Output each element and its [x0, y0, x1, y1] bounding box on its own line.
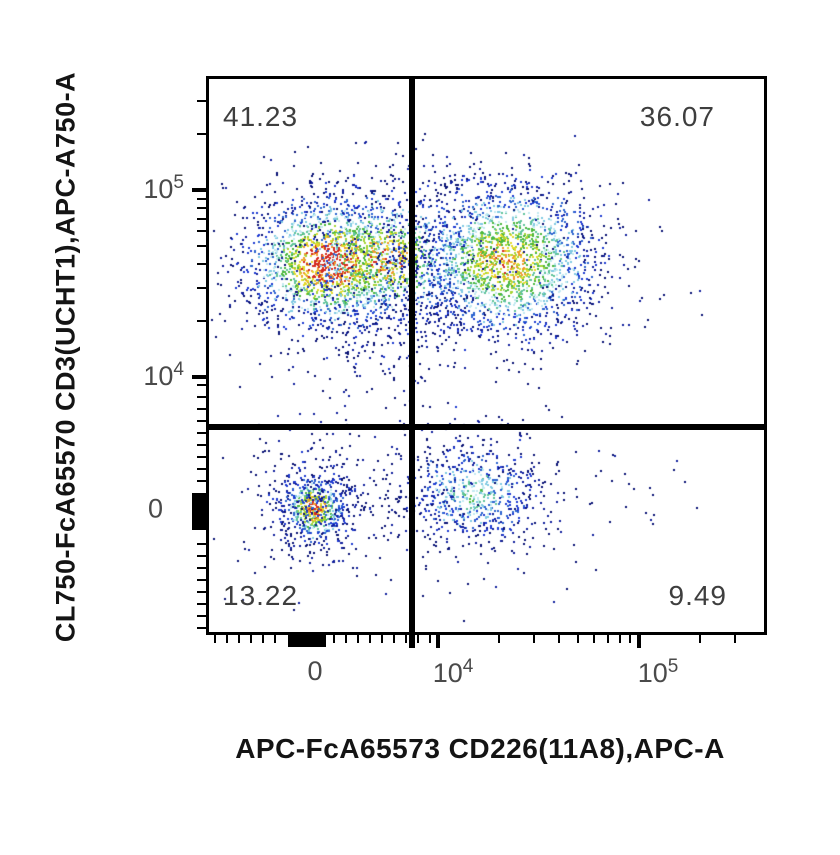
x-minor-tick [558, 635, 560, 643]
x-minor-tick [238, 635, 240, 643]
x-minor-tick [417, 635, 419, 643]
y-minor-tick [197, 408, 206, 410]
x-tick-1e4-exponent: 4 [462, 656, 474, 677]
y-tick-label-1e5: 105 [143, 172, 184, 205]
y-minor-tick [197, 444, 206, 446]
y-minor-tick [197, 480, 206, 482]
y-minor-tick [197, 320, 206, 322]
y-minor-tick [197, 133, 206, 135]
y-minor-tick [197, 396, 206, 398]
y-minor-tick [197, 591, 206, 593]
y-major-tick [192, 188, 206, 192]
y-tick-1e5-base: 10 [143, 174, 174, 205]
x-tick-label-zero: 0 [307, 656, 323, 686]
y-tick-label-zero: 0 [147, 493, 163, 524]
x-major-tick [436, 635, 440, 648]
y-minor-tick [197, 543, 206, 545]
quadrant-percentage-lower-left: 13.22 [223, 580, 299, 611]
x-minor-tick [593, 635, 595, 643]
y-minor-tick [197, 198, 206, 200]
quadrant-percentage-upper-right: 36.07 [639, 101, 715, 132]
x-minor-tick [619, 635, 621, 643]
x-minor-tick [429, 635, 431, 643]
y-minor-tick [197, 567, 206, 569]
x-minor-tick [250, 635, 252, 643]
y-minor-tick [197, 615, 206, 617]
plot-area: 41.23 36.07 13.22 9.49 [206, 76, 767, 635]
x-tick-1e5-base: 10 [637, 658, 668, 688]
y-axis-title: CL750-FcA65570 CD3(UCHT1),APC-A750-A [50, 71, 81, 643]
x-minor-tick [214, 635, 216, 643]
y-minor-tick [197, 218, 206, 220]
x-gate-tick [409, 635, 415, 648]
quadrant-gate-horizontal-line[interactable] [209, 424, 764, 430]
x-minor-tick [333, 635, 335, 643]
x-major-tick [637, 635, 641, 648]
y-zero-tick-block [192, 493, 206, 530]
quadrant-percentage-lower-right: 9.49 [668, 580, 727, 611]
x-minor-tick [607, 635, 609, 643]
y-minor-tick [197, 579, 206, 581]
x-minor-tick [734, 635, 736, 643]
quadrant-percentage-upper-left: 41.23 [223, 101, 299, 132]
x-minor-tick [262, 635, 264, 643]
x-zero-tick-block [288, 635, 326, 647]
y-tick-1e5-exponent: 5 [173, 172, 184, 194]
x-minor-tick [577, 635, 579, 643]
x-tick-label-1e5: 105 [638, 656, 679, 689]
y-major-tick [192, 375, 206, 379]
scatter-points-canvas [209, 79, 764, 632]
x-minor-tick [345, 635, 347, 643]
y-minor-tick [197, 627, 206, 629]
x-minor-tick [699, 635, 701, 643]
y-tick-1e4-base: 10 [143, 361, 174, 392]
x-tick-1e5-exponent: 5 [667, 656, 679, 677]
y-tick-label-1e4: 104 [143, 359, 184, 392]
y-minor-tick [197, 100, 206, 102]
y-tick-1e4-exponent: 4 [173, 359, 184, 381]
x-minor-tick [274, 635, 276, 643]
x-minor-tick [498, 635, 500, 643]
x-minor-tick [629, 635, 631, 643]
x-minor-tick [405, 635, 407, 643]
x-tick-1e4-base: 10 [432, 658, 463, 688]
quadrant-gate-vertical-line[interactable] [409, 79, 415, 632]
y-minor-tick [197, 456, 206, 458]
y-minor-tick [197, 603, 206, 605]
y-minor-tick [197, 432, 206, 434]
x-minor-tick [226, 635, 228, 643]
y-minor-tick [197, 230, 206, 232]
x-minor-tick [393, 635, 395, 643]
y-minor-tick [197, 468, 206, 470]
x-minor-tick [357, 635, 359, 643]
x-minor-tick [381, 635, 383, 643]
x-axis-title: APC-FcA65573 CD226(11A8),APC-A [235, 733, 725, 764]
y-minor-tick [197, 384, 206, 386]
y-minor-tick [197, 207, 206, 209]
y-minor-tick [197, 245, 206, 247]
y-minor-tick [197, 287, 206, 289]
y-minor-tick [197, 263, 206, 265]
y-minor-tick [197, 420, 206, 422]
y-minor-tick [197, 555, 206, 557]
x-minor-tick [533, 635, 535, 643]
x-minor-tick [369, 635, 371, 643]
x-tick-label-1e4: 104 [433, 656, 474, 689]
